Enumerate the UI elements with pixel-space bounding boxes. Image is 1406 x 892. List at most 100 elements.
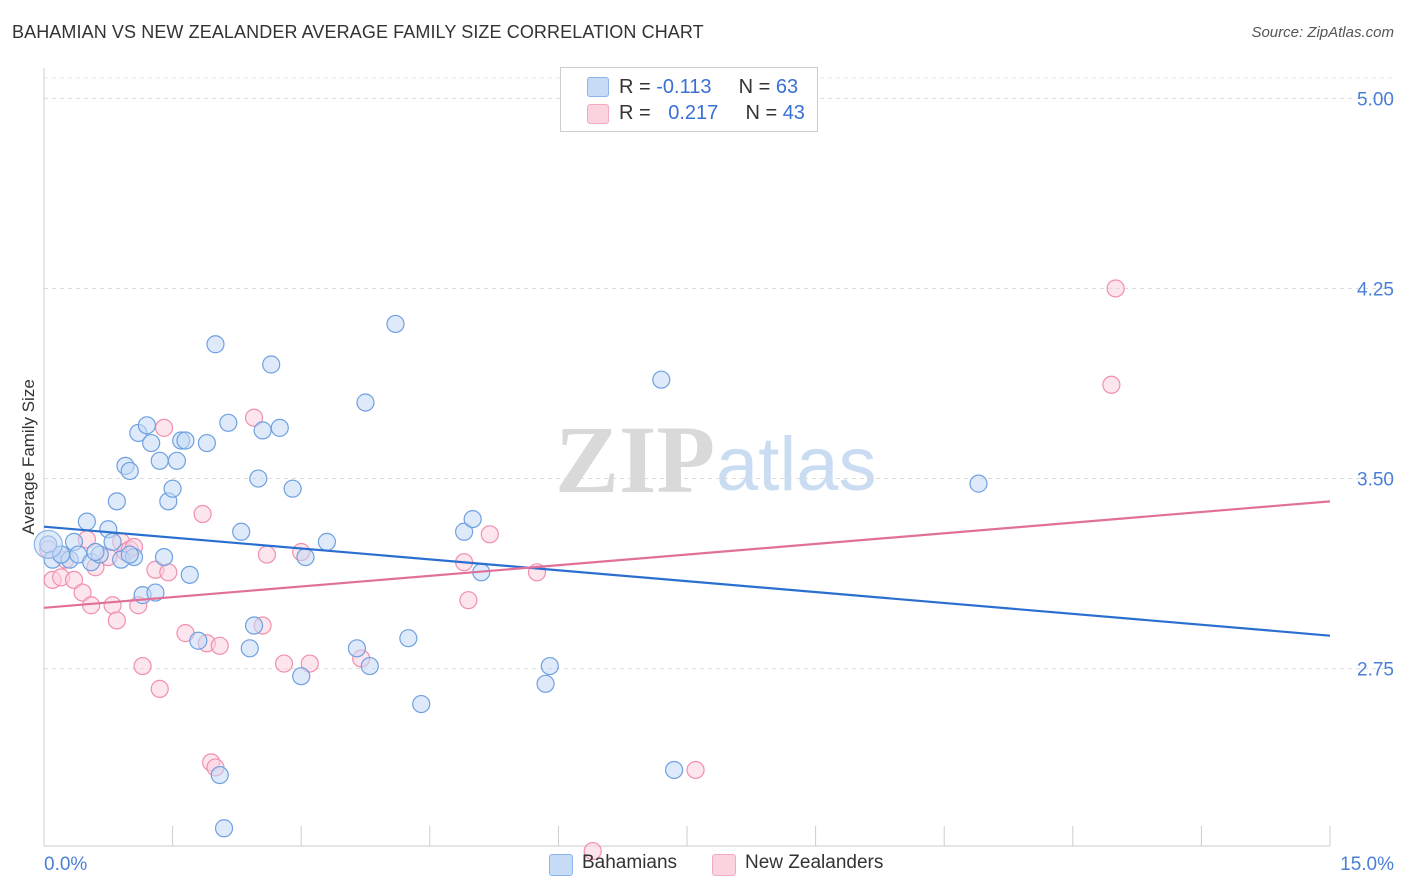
bahamian-point xyxy=(262,355,281,374)
bahamian-point xyxy=(652,370,671,389)
bahamian-point xyxy=(232,522,251,541)
y-tick-label: 5.00 xyxy=(1357,89,1394,110)
watermark: ZIP atlas xyxy=(555,406,877,513)
watermark-zip: ZIP xyxy=(555,406,715,513)
bahamian-point xyxy=(244,616,264,635)
legend-r-label: R = xyxy=(619,76,657,98)
new-zealander-point xyxy=(64,570,84,590)
bahamian-point xyxy=(253,421,272,440)
bahamian-point xyxy=(386,314,405,334)
new-zealander-point xyxy=(244,408,264,427)
x-tick-label-min: 0.0% xyxy=(44,854,87,875)
bahamian-point xyxy=(536,674,555,693)
new-zealanders-swatch xyxy=(712,854,736,876)
x-tick-label-max: 15.0% xyxy=(1340,854,1394,875)
bahamian-point xyxy=(176,431,195,450)
bahamian-point xyxy=(283,479,302,498)
bahamian-point xyxy=(120,461,139,481)
legend-r-value: 0.217 xyxy=(668,102,719,124)
bahamian-point xyxy=(77,512,96,531)
legend-n-label: N = xyxy=(745,102,783,124)
bahamian-point xyxy=(142,433,161,453)
new-zealanders-points xyxy=(39,279,1125,861)
bahamian-point xyxy=(296,548,315,567)
bahamian-point xyxy=(137,416,156,435)
legend-n-label: N = xyxy=(738,76,776,98)
legend-n-value: 63 xyxy=(775,76,799,98)
bahamian-point xyxy=(292,667,311,686)
bahamian-point xyxy=(154,548,174,567)
bahamian-point xyxy=(146,583,165,602)
new-zealander-point xyxy=(103,596,122,615)
bahamian-point xyxy=(540,656,559,676)
bahamian-point xyxy=(103,532,122,551)
new-zealander-point xyxy=(1106,279,1125,298)
new-zealander-point xyxy=(459,591,478,610)
chart-title: BAHAMIAN VS NEW ZEALANDER AVERAGE FAMILY… xyxy=(12,22,704,42)
bahamian-point xyxy=(463,509,482,529)
new-zealander-point xyxy=(210,636,229,655)
bahamian-point xyxy=(356,393,375,412)
new-zealander-point xyxy=(159,563,178,582)
bahamian-point xyxy=(665,760,684,780)
new-zealander-point xyxy=(73,583,92,602)
gridlines xyxy=(44,77,1392,670)
legend-swatch-bahamians xyxy=(587,77,609,97)
legend-swatch-new-zealanders xyxy=(587,104,609,124)
bahamian-point xyxy=(189,631,208,650)
legend-n-value: 43 xyxy=(782,102,805,124)
source-label: Source: ZipAtlas.com xyxy=(1251,24,1394,41)
bahamian-point xyxy=(399,629,418,648)
bahamians-trend-line xyxy=(43,525,1331,637)
correlation-legend: R = -0.113 N = 63 R = 0.217 N = 43 xyxy=(560,67,818,132)
bahamian-point xyxy=(240,639,259,658)
new-zealander-point xyxy=(257,545,277,564)
bahamians-legend-label: Bahamians xyxy=(582,852,678,873)
new-zealander-point xyxy=(300,654,319,673)
bahamian-point xyxy=(969,474,988,493)
legend-r-label: R = xyxy=(619,102,657,124)
y-tick-label: 2.75 xyxy=(1357,660,1394,681)
new-zealander-point xyxy=(133,656,152,676)
legend-row-new-zealanders: R = 0.217 N = 43 xyxy=(619,102,805,126)
bahamian-point xyxy=(347,639,367,658)
bahamian-point xyxy=(33,529,63,560)
bahamian-point xyxy=(120,545,139,564)
watermark-atlas: atlas xyxy=(716,422,877,507)
new-zealander-point xyxy=(583,841,602,861)
bahamian-point xyxy=(219,413,238,432)
new-zealander-point xyxy=(154,418,174,437)
bahamian-point xyxy=(86,542,105,562)
new-zealander-point xyxy=(686,760,705,780)
y-tick-label: 4.25 xyxy=(1357,279,1394,300)
bahamian-point xyxy=(249,469,268,488)
new-zealander-point xyxy=(1102,375,1121,394)
new-zealander-point xyxy=(150,679,169,698)
new-zealanders-trend-line xyxy=(43,500,1331,609)
legend-row-bahamians: R = -0.113 N = 63 xyxy=(619,76,798,100)
bahamian-point xyxy=(317,532,337,551)
bahamian-point xyxy=(210,765,229,785)
bahamian-point xyxy=(107,492,126,511)
bahamian-point xyxy=(163,479,182,498)
bahamian-point xyxy=(270,418,289,437)
bahamian-point xyxy=(197,433,216,453)
trend-lines xyxy=(43,500,1331,637)
new-zealander-point xyxy=(107,611,126,630)
new-zealander-point xyxy=(480,525,499,544)
bahamian-point xyxy=(360,656,379,676)
bahamian-point xyxy=(412,694,431,714)
y-tick-label: 3.50 xyxy=(1357,470,1394,491)
bahamian-point xyxy=(180,565,199,584)
bahamian-point xyxy=(167,451,186,470)
x-ticks xyxy=(172,826,1331,846)
bahamians-swatch xyxy=(549,854,573,876)
y-axis-label: Average Family Size xyxy=(19,379,38,535)
bahamian-point xyxy=(150,451,169,470)
legend-r-value: -0.113 xyxy=(656,76,712,98)
bahamian-point xyxy=(454,522,474,541)
bahamian-point xyxy=(206,335,225,354)
new-zealander-point xyxy=(274,654,294,673)
new-zealander-point xyxy=(193,504,212,524)
